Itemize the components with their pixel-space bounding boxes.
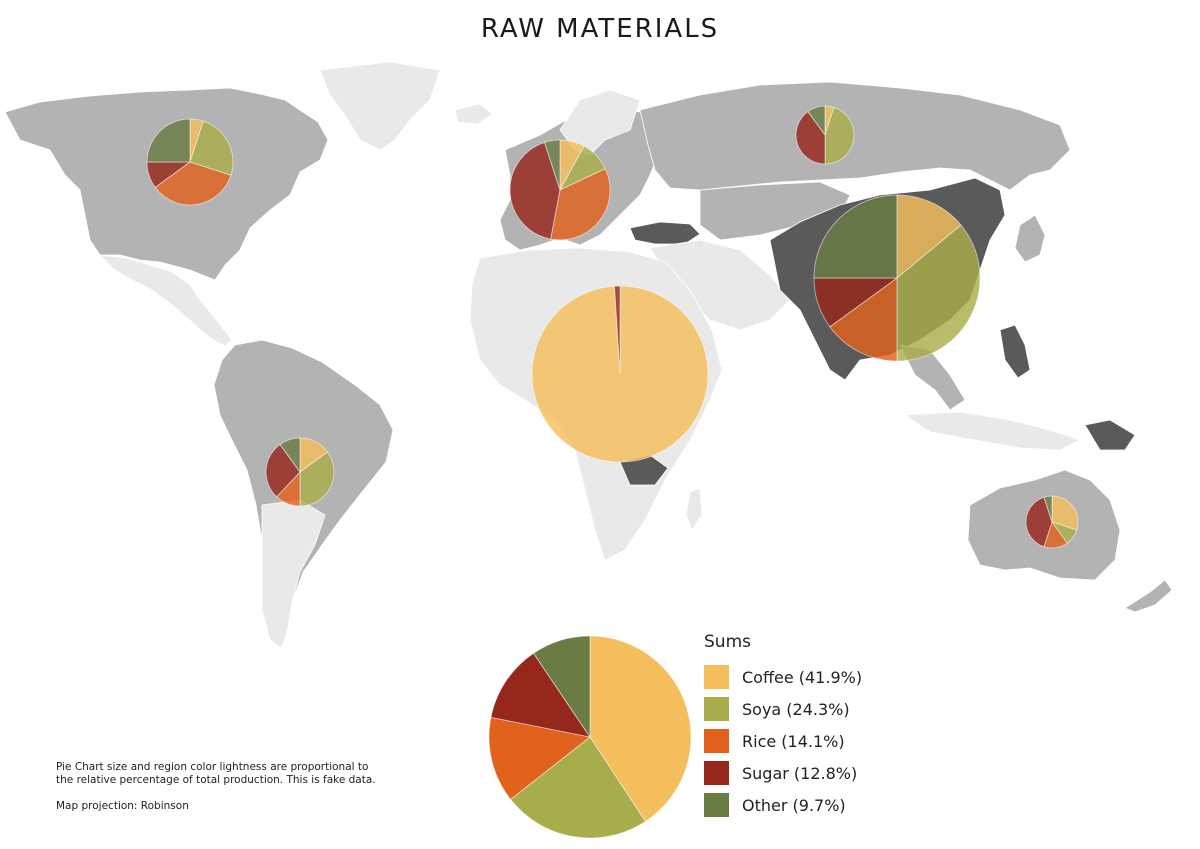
footnote: Pie Chart size and region color lightnes… <box>56 761 386 813</box>
summary-pie-slice-other <box>533 635 591 739</box>
region-pie-australia-slice-other <box>1043 495 1053 523</box>
legend-label-soya: Soya (24.3%) <box>742 699 850 719</box>
legend-item-coffee: Coffee (41.9%) <box>704 661 944 693</box>
region-pie-north-america-slice-other <box>146 118 191 163</box>
iceland <box>454 103 493 125</box>
legend-swatch-sugar <box>704 761 729 785</box>
region-pie-north-america <box>146 118 234 206</box>
madagascar <box>685 487 703 531</box>
region-pie-europe <box>509 139 611 241</box>
turkey <box>629 221 701 245</box>
region-pie-russia-slice-other <box>807 105 826 137</box>
philippines <box>999 324 1031 379</box>
region-pies <box>146 105 1079 549</box>
japan <box>1014 214 1046 263</box>
region-pie-asia-slice-soya <box>896 224 981 362</box>
legend-swatch-soya <box>704 697 729 721</box>
region-pie-africa <box>531 285 709 463</box>
region-pie-asia-slice-other <box>813 194 898 279</box>
region-pie-europe-slice-other <box>544 139 561 191</box>
region-pie-africa-slice-sugar <box>614 285 621 375</box>
new-guinea <box>1084 419 1136 451</box>
region-pie-australia-slice-sugar <box>1025 496 1053 548</box>
central-america <box>98 254 233 347</box>
legend-title: Sums <box>704 632 751 652</box>
region-pie-europe-slice-rice <box>550 168 611 241</box>
legend-label-rice: Rice (14.1%) <box>742 731 845 751</box>
greenland <box>319 61 441 151</box>
region-pie-russia <box>795 105 855 165</box>
legend: Sums Coffee (41.9%) Soya (24.3%) Rice (1… <box>704 632 944 821</box>
region-pie-asia-slice-coffee <box>896 194 962 279</box>
region-pie-asia-slice-rice <box>829 277 898 362</box>
south-america-south <box>261 499 326 649</box>
legend-label-coffee: Coffee (41.9%) <box>742 667 863 687</box>
footnote-text: Pie Chart size and region color lightnes… <box>56 761 376 786</box>
new-zealand <box>1124 579 1173 613</box>
legend-label-sugar: Sugar (12.8%) <box>742 763 858 783</box>
region-pie-south-america-slice-other <box>279 437 301 474</box>
region-pie-north-america-slice-soya <box>189 120 234 176</box>
indonesia <box>903 411 1082 451</box>
southeast-asia <box>899 344 966 411</box>
region-pie-north-america-slice-rice <box>154 161 232 206</box>
region-pie-russia-slice-sugar <box>795 110 826 165</box>
legend-swatch-coffee <box>704 665 729 689</box>
map-title: RAW MATERIALS <box>480 14 720 44</box>
region-pie-south-america <box>265 437 335 507</box>
region-pie-australia <box>1025 495 1079 549</box>
summary-pie-slice-rice <box>488 716 591 800</box>
legend-swatch-rice <box>704 729 729 753</box>
legend-swatch-other <box>704 793 729 817</box>
legend-item-soya: Soya (24.3%) <box>704 693 944 725</box>
summary-pie-slice-sugar <box>490 652 591 738</box>
legend-item-sugar: Sugar (12.8%) <box>704 757 944 789</box>
legend-item-rice: Rice (14.1%) <box>704 725 944 757</box>
region-pie-europe-slice-sugar <box>509 141 561 240</box>
region-pie-australia-slice-coffee <box>1051 495 1079 531</box>
summary-pie <box>488 635 692 839</box>
region-pie-south-america-slice-sugar <box>265 443 301 498</box>
summary-pie-slice-soya <box>510 736 646 839</box>
legend-label-other: Other (9.7%) <box>742 795 846 815</box>
legend-item-other: Other (9.7%) <box>704 789 944 821</box>
russia <box>639 81 1071 191</box>
projection-note: Map projection: Robinson <box>56 800 189 812</box>
region-pie-south-america-slice-soya <box>299 451 335 507</box>
region-pie-russia-slice-soya <box>824 106 855 165</box>
region-pie-asia <box>813 194 981 362</box>
